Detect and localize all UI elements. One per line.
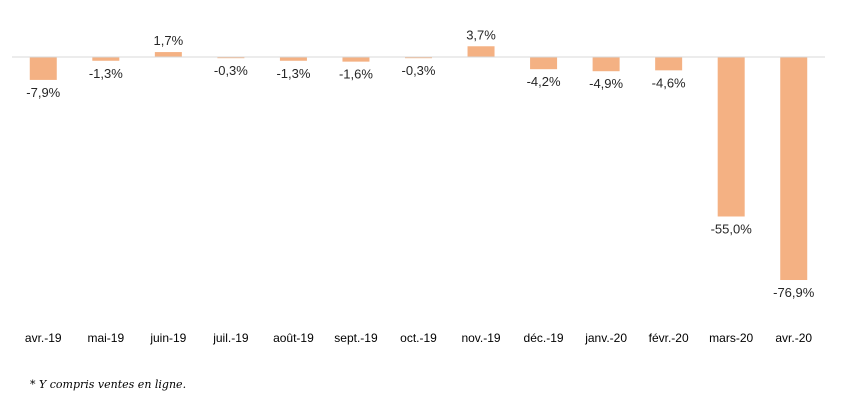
bar-6	[342, 57, 370, 62]
bar-5	[279, 57, 307, 61]
x-tick-label-10: janv.-20	[584, 331, 627, 345]
data-label-12: -55,0%	[711, 222, 753, 237]
bar-1	[29, 57, 57, 80]
bar-13	[780, 57, 808, 281]
x-tick-label-9: déc.-19	[524, 331, 564, 345]
data-label-4: -0,3%	[214, 63, 248, 78]
x-tick-label-11: févr.-20	[649, 331, 689, 345]
x-tick-label-13: avr.-20	[775, 331, 812, 345]
bar-4	[217, 57, 245, 59]
x-tick-label-1: avr.-19	[25, 331, 62, 345]
bar-7	[405, 57, 432, 59]
bar-2	[92, 57, 120, 61]
bar-3	[154, 52, 182, 57]
data-label-8: 3,7%	[466, 27, 496, 42]
data-label-11: -4,6%	[652, 75, 686, 90]
data-label-7: -0,3%	[402, 63, 436, 78]
x-tick-labels-layer: avr.-19 mai-19 juin-19 juil.-19 août-19 sept.…	[25, 331, 812, 345]
data-label-9: -4,2%	[527, 74, 561, 89]
x-tick-label-12: mars-20	[709, 331, 753, 345]
bar-10	[592, 57, 620, 72]
x-tick-label-7: oct.-19	[400, 331, 437, 345]
data-labels-layer: -7,9% -1,3% 1,7% -0,3% -1,3% -1,6% -0,3% 3,7% -4…	[26, 27, 814, 300]
x-tick-label-4: juil.-19	[212, 331, 249, 345]
x-tick-label-2: mai-19	[87, 331, 124, 345]
data-label-2: -1,3%	[89, 66, 123, 81]
data-label-10: -4,9%	[589, 76, 623, 91]
x-tick-label-5: août-19	[273, 331, 314, 345]
bar-12	[717, 57, 745, 217]
data-label-6: -1,6%	[339, 67, 373, 82]
x-tick-label-3: juin-19	[149, 331, 186, 345]
data-label-1: -7,9%	[26, 85, 60, 100]
x-tick-label-6: sept.-19	[334, 331, 378, 345]
bar-11	[655, 57, 683, 71]
data-label-3: 1,7%	[154, 33, 184, 48]
data-label-13: -76,9%	[773, 285, 815, 300]
bars-layer	[29, 46, 808, 281]
bar-8	[467, 46, 495, 57]
footnote: * Y compris ventes en ligne.	[30, 378, 187, 391]
x-tick-label-8: nov.-19	[461, 331, 500, 345]
bar-9	[530, 57, 558, 70]
data-label-5: -1,3%	[276, 66, 310, 81]
